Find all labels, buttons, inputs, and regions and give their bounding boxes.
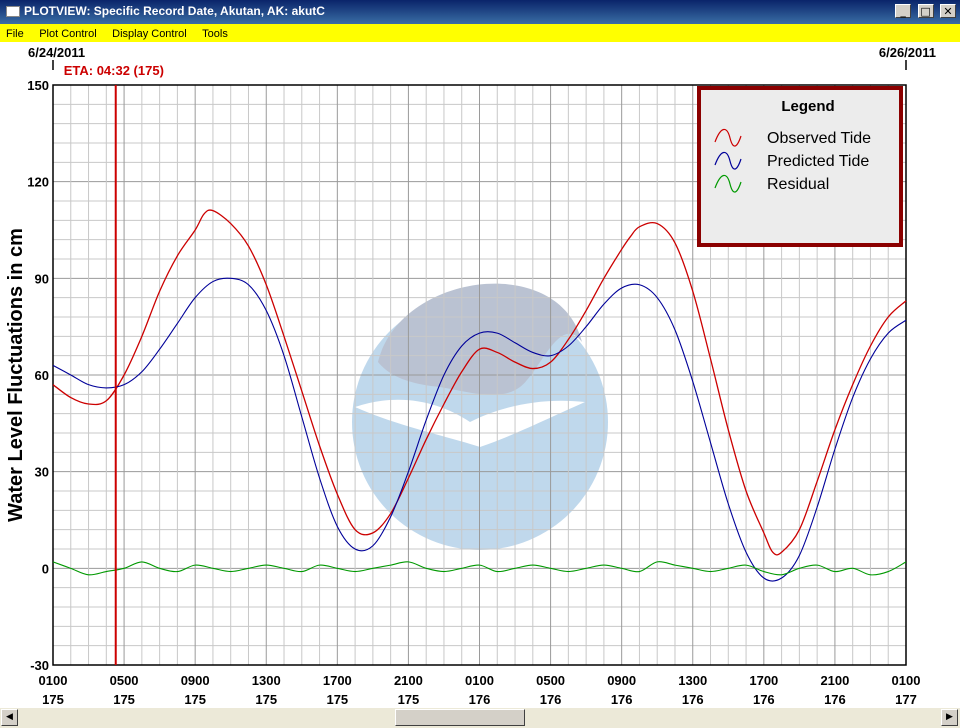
scroll-left-button[interactable]: ◀ [1,709,18,726]
x-tick-day: 176 [469,692,491,707]
menu-display-control[interactable]: Display Control [112,28,187,40]
chart-area: -30 0 30 60 90 120 150 Water Level Fluctuations… [0,42,960,708]
legend-box [697,86,903,247]
x-tick-time: 0900 [181,673,210,688]
x-tick-day: 176 [611,692,633,707]
y-axis-label: Water Level Fluctuations in cm [5,228,27,522]
x-tick-day: 175 [42,692,64,707]
x-tick-day: 175 [326,692,348,707]
x-tick-time: 1300 [678,673,707,688]
x-tick-time: 0100 [892,673,921,688]
date-label: 6/24/2011 [28,45,85,60]
x-tick-day: 176 [753,692,775,707]
y-tick-label: 90 [35,271,49,286]
tide-chart: -30 0 30 60 90 120 150 Water Level Fluctuations… [5,45,936,707]
legend-observed-swatch [714,128,742,147]
legend-residual-swatch [714,174,742,193]
x-tick-time: 0100 [39,673,68,688]
menu-plot-control[interactable]: Plot Control [39,28,97,40]
y-tick-label: 120 [27,175,49,190]
y-tick-label: 150 [27,78,49,93]
x-tick-time: 0500 [110,673,139,688]
x-tick-day: 175 [255,692,277,707]
legend-residual-label: Residual [767,176,829,193]
chart-series [52,209,907,582]
menu-file[interactable]: File [6,28,24,40]
chart-legend: Legend Observed Tide Predicted Tide Residua… [697,86,903,247]
window-icon [6,6,20,17]
horizontal-scrollbar[interactable]: ◀ ▶ [0,708,960,728]
scroll-right-button[interactable]: ▶ [941,709,958,726]
close-button[interactable]: ✕ [940,4,956,18]
legend-predicted-swatch [714,151,742,170]
legend-observed-label: Observed Tide [767,130,871,147]
x-tick-time: 2100 [820,673,849,688]
x-tick-day: 176 [682,692,704,707]
x-tick-time: 1300 [252,673,281,688]
minimize-button[interactable]: _ [895,4,912,18]
x-tick-time: 1700 [749,673,778,688]
y-tick-label: -30 [30,658,49,673]
x-tick-day: 175 [398,692,420,707]
x-tick-time: 0500 [536,673,565,688]
x-tick-day: 175 [113,692,135,707]
y-tick-label: 60 [35,368,49,383]
y-tick-label: 30 [35,465,49,480]
date-label: 6/26/2011 [879,45,936,60]
menu-tools[interactable]: Tools [202,28,228,40]
plot-frame [52,84,907,666]
observed-tide-line [52,209,907,556]
x-tick-day: 176 [540,692,562,707]
x-tick-day: 176 [824,692,846,707]
legend-title: Legend [781,98,834,115]
x-tick-day: 175 [184,692,206,707]
maximize-button[interactable]: □ [917,4,934,18]
y-tick-label: 0 [42,561,49,576]
menu-bar: File Plot Control Display Control Tools [0,24,960,42]
x-tick-time: 0900 [607,673,636,688]
residual-line [52,561,907,576]
predicted-tide-line [52,277,907,582]
chart-annotations: ETA: 04:32 (175) [64,63,164,665]
eta-label: ETA: 04:32 (175) [64,63,164,78]
scroll-thumb[interactable] [395,709,525,726]
x-tick-time: 2100 [394,673,423,688]
x-tick-day: 177 [895,692,917,707]
window-title: PLOTVIEW: Specific Record Date, Akutan, … [24,4,325,18]
x-tick-time: 1700 [323,673,352,688]
legend-predicted-label: Predicted Tide [767,153,869,170]
title-bar: PLOTVIEW: Specific Record Date, Akutan, … [0,0,960,24]
chart-axes: -30 0 30 60 90 120 150 Water Level Fluctuations… [5,45,936,707]
x-tick-time: 0100 [465,673,494,688]
